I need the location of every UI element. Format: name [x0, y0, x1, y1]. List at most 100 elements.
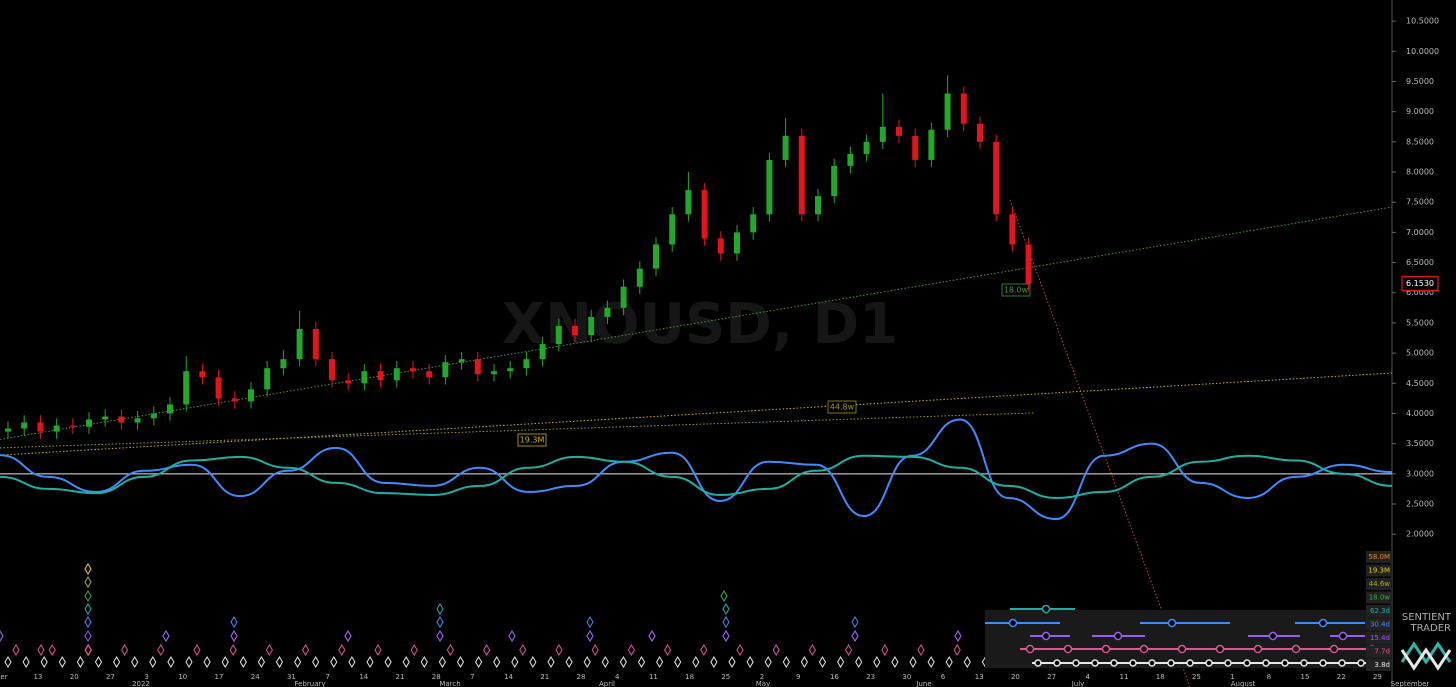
- phase-dot: [1338, 631, 1348, 641]
- candle-body: [474, 359, 481, 375]
- candle-body: [831, 165, 838, 197]
- phase-dot: [1113, 631, 1123, 641]
- cycle-diamond: [436, 630, 444, 642]
- candle-body: [442, 362, 449, 378]
- x-tick-label: 9: [796, 673, 800, 681]
- x-tick-label: 2: [760, 673, 764, 681]
- cycle-wave: [0, 418, 1393, 521]
- cycle-legend-box: [1366, 551, 1392, 563]
- cycle-diamond: [22, 656, 30, 668]
- cycle-diamond: [131, 656, 139, 668]
- candle-body: [361, 371, 368, 384]
- x-tick-label: 17: [215, 673, 224, 681]
- candle-body: [231, 398, 238, 402]
- cycle-diamond: [84, 644, 92, 656]
- cycle-diamond: [851, 616, 859, 628]
- cycle-diamond: [881, 644, 889, 656]
- candle-body: [539, 344, 546, 360]
- cycle-diamond: [927, 656, 935, 668]
- x-tick-label: 7: [470, 673, 474, 681]
- phase-dot: [1053, 659, 1061, 667]
- candle-body: [1009, 214, 1016, 245]
- candle-body: [5, 428, 11, 432]
- candle-body: [944, 93, 951, 130]
- candle-body: [555, 325, 562, 345]
- candle-body: [280, 359, 287, 369]
- cycle-diamond: [736, 644, 744, 656]
- x-tick-label: 8: [1267, 673, 1271, 681]
- candle-body: [588, 316, 595, 335]
- candle-body: [215, 377, 222, 399]
- y-tick-label: 8.0000: [1406, 168, 1434, 177]
- candle-body: [879, 126, 886, 142]
- x-tick-label: 20: [70, 673, 79, 681]
- cycle-diamond: [185, 656, 193, 668]
- cycle-diamond: [637, 656, 646, 668]
- phase-dot: [1008, 618, 1018, 628]
- x-tick-label: 22: [1337, 673, 1346, 681]
- phase-dot: [1357, 659, 1365, 667]
- x-tick-label: 10: [178, 673, 187, 681]
- month-label: April: [599, 680, 615, 687]
- candle-body: [134, 418, 141, 423]
- cycle-diamond: [519, 644, 527, 656]
- cycle-diamond: [493, 656, 501, 668]
- candle-body: [750, 214, 757, 233]
- phase-dot: [1281, 659, 1289, 667]
- cycle-diamond: [58, 656, 66, 668]
- cycle-diamond: [700, 644, 708, 656]
- phase-dot: [1139, 644, 1149, 654]
- cycle-diamond: [37, 644, 45, 656]
- x-tick-label: 6: [941, 673, 946, 681]
- cycle-diamond: [157, 644, 165, 656]
- cycle-diamond: [294, 656, 302, 668]
- cycle-diamond: [818, 656, 827, 668]
- cycle-diamond: [772, 644, 780, 656]
- cycle-diamond: [591, 644, 599, 656]
- cycle-diamond: [583, 656, 591, 668]
- cycle-diamond: [722, 603, 730, 615]
- month-label: August: [1231, 680, 1256, 687]
- cycle-diamond: [410, 644, 418, 656]
- y-tick-label: 10.5000: [1406, 17, 1439, 26]
- y-tick-label: 2.5000: [1406, 500, 1434, 509]
- cycle-diamond: [891, 656, 899, 668]
- phase-dot: [1167, 618, 1177, 628]
- cycle-diamond: [338, 644, 346, 656]
- candle-body: [863, 141, 870, 154]
- x-tick-label: 30: [902, 673, 911, 681]
- trend-line: [0, 412, 1036, 449]
- cycle-diamond: [746, 656, 754, 668]
- phase-dot: [1041, 604, 1051, 614]
- cycle-diamond: [800, 656, 808, 668]
- cycle-diamond: [265, 644, 273, 656]
- x-tick-label: 11: [1120, 673, 1129, 681]
- cycle-diamond: [348, 656, 356, 668]
- trend-line: [0, 372, 1393, 456]
- y-tick-label: 7.0000: [1406, 228, 1434, 237]
- x-tick-label: 21: [540, 673, 549, 681]
- phase-dot: [1148, 659, 1156, 667]
- candle-body: [928, 129, 935, 160]
- y-tick-label: 3.5000: [1406, 439, 1434, 448]
- phase-dot: [1329, 644, 1339, 654]
- cycle-diamond: [722, 616, 730, 628]
- month-label: 2022: [132, 680, 150, 687]
- cycle-diamond: [917, 644, 925, 656]
- cycle-diamond: [909, 656, 917, 668]
- x-tick-label: 25: [1192, 673, 1201, 681]
- candle-body: [86, 419, 92, 427]
- phase-dot: [1318, 618, 1328, 628]
- cycle-diamond: [40, 656, 48, 668]
- cycle-diamond: [420, 656, 428, 668]
- phase-dot: [1205, 659, 1213, 667]
- y-tick-label: 9.0000: [1406, 107, 1434, 116]
- cycle-diamond: [221, 656, 229, 668]
- candle-body: [896, 126, 902, 136]
- candle-body: [312, 328, 319, 360]
- cycle-diamond: [692, 656, 700, 668]
- candle-body: [977, 123, 983, 142]
- cycle-diamond: [586, 630, 594, 642]
- y-tick-label: 3.0000: [1406, 469, 1434, 478]
- cycle-diamond: [837, 656, 845, 668]
